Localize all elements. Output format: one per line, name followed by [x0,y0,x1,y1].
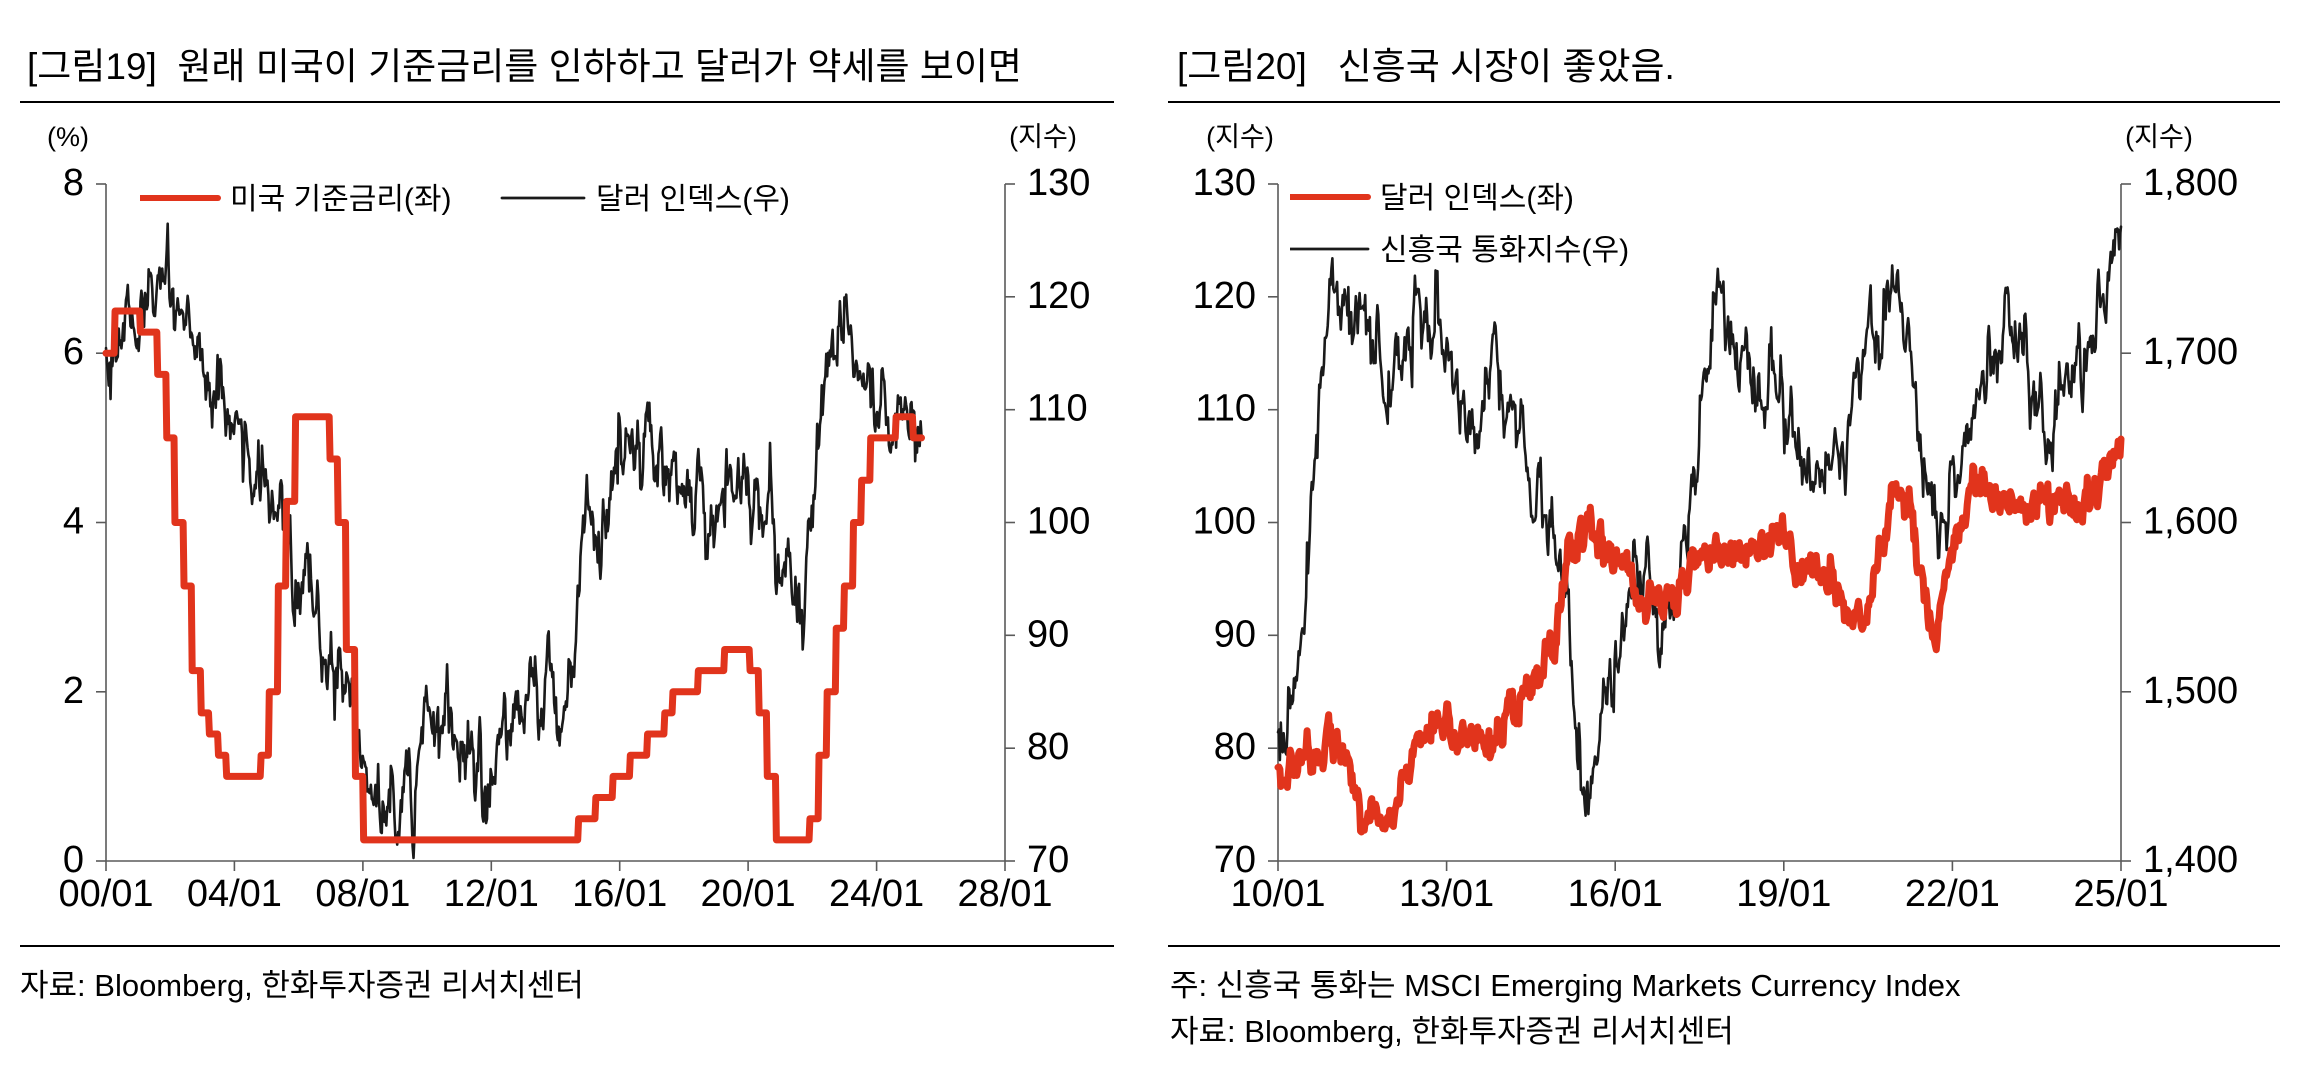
svg-text:(지수): (지수) [2125,122,2193,152]
svg-text:130: 130 [1027,162,1090,204]
svg-text:16/01: 16/01 [1568,873,1663,915]
svg-text:13/01: 13/01 [1399,873,1494,915]
svg-text:16/01: 16/01 [572,873,667,915]
svg-text:10/01: 10/01 [1230,873,1325,915]
svg-text:2: 2 [63,670,84,712]
svg-text:24/01: 24/01 [829,873,924,915]
svg-text:28/01: 28/01 [957,873,1052,915]
svg-text:1,500: 1,500 [2143,670,2238,712]
svg-text:(지수): (지수) [1206,122,1274,152]
svg-text:100: 100 [1193,501,1256,543]
svg-text:(%): (%) [47,122,89,152]
svg-text:130: 130 [1193,162,1256,204]
svg-text:80: 80 [1214,726,1256,768]
svg-text:90: 90 [1027,613,1069,655]
svg-text:110: 110 [1195,388,1256,430]
svg-text:1,800: 1,800 [2143,162,2238,204]
svg-text:19/01: 19/01 [1736,873,1831,915]
svg-text:20/01: 20/01 [701,873,796,915]
svg-text:120: 120 [1193,275,1256,317]
svg-text:80: 80 [1027,726,1069,768]
svg-text:22/01: 22/01 [1905,873,2000,915]
svg-text:1,600: 1,600 [2143,501,2238,543]
svg-text:8: 8 [63,162,84,204]
svg-text:08/01: 08/01 [315,873,410,915]
svg-text:6: 6 [63,331,84,373]
svg-text:(지수): (지수) [1009,122,1077,152]
svg-text:110: 110 [1027,388,1088,430]
svg-text:04/01: 04/01 [187,873,282,915]
svg-text:100: 100 [1027,501,1090,543]
svg-text:120: 120 [1027,275,1090,317]
svg-text:00/01: 00/01 [58,873,153,915]
svg-text:25/01: 25/01 [2073,873,2168,915]
svg-text:12/01: 12/01 [444,873,539,915]
svg-text:90: 90 [1214,613,1256,655]
svg-text:4: 4 [63,501,84,543]
svg-text:1,700: 1,700 [2143,331,2238,373]
